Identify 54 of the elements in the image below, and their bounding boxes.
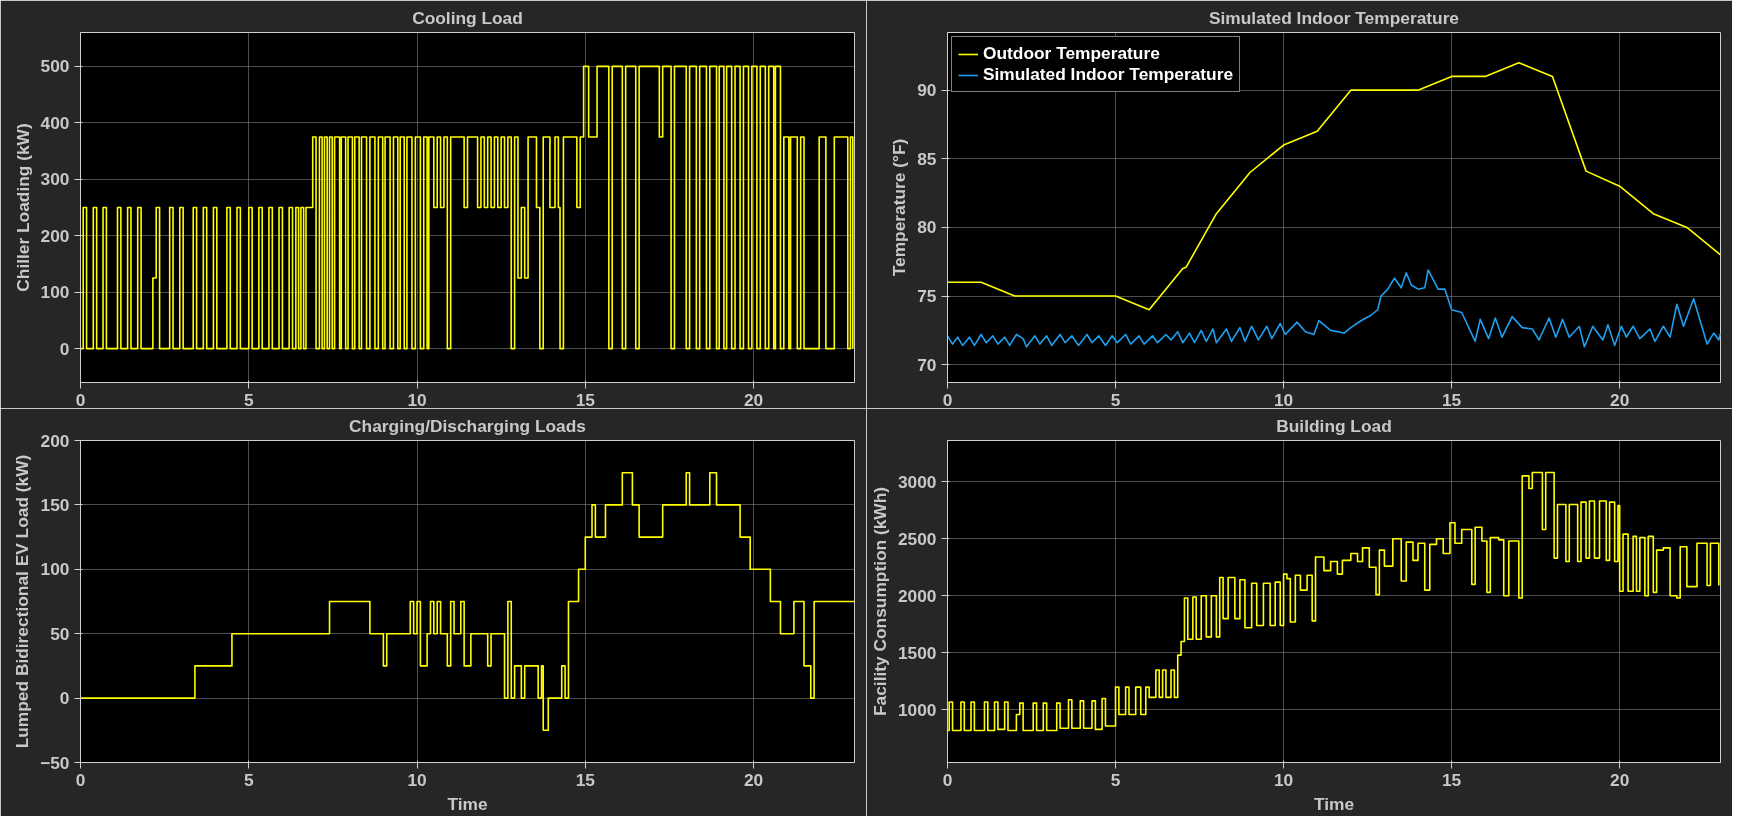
y-tick-label: 90 <box>917 80 937 101</box>
chart-title: Cooling Load <box>412 7 523 28</box>
chart-title: Building Load <box>1276 415 1392 436</box>
y-tick-label: 1000 <box>897 699 937 720</box>
x-tick-label: 5 <box>1110 389 1121 410</box>
y-tick-label: 3000 <box>897 471 937 492</box>
x-tick-label: 20 <box>1610 769 1630 790</box>
x-tick-label: 15 <box>1441 769 1462 790</box>
y-axis-title: Chiller Loading (kW) <box>12 123 33 292</box>
y-tick-label: 200 <box>40 430 70 451</box>
y-tick-label: 100 <box>40 559 70 580</box>
y-tick-label: 1500 <box>897 642 937 663</box>
x-axis-title: Time <box>447 793 488 814</box>
x-tick-label: 10 <box>407 769 427 790</box>
x-tick-label: 15 <box>575 769 596 790</box>
x-tick-label: 20 <box>743 389 764 410</box>
x-tick-label: 0 <box>942 769 953 790</box>
y-tick-label: 70 <box>917 354 937 375</box>
y-tick-label: 2500 <box>897 528 937 549</box>
y-axis-title: Lumped Bidirectional EV Load (kW) <box>12 454 33 749</box>
x-tick-label: 5 <box>1110 769 1121 790</box>
y-tick-label: 400 <box>40 112 70 133</box>
y-tick-label: 200 <box>40 225 70 246</box>
legend-label: Outdoor Temperature <box>983 43 1160 64</box>
x-axis-title: Time <box>1313 793 1355 814</box>
y-tick-label: 85 <box>917 148 937 169</box>
x-tick-label: 15 <box>575 389 596 410</box>
y-tick-label: −50 <box>40 752 70 773</box>
y-tick-label: 80 <box>917 217 937 238</box>
y-tick-label: 0 <box>59 338 70 359</box>
x-tick-label: 20 <box>1610 389 1630 410</box>
y-axis-title: Facility Consumption (kWh) <box>869 486 890 717</box>
x-tick-label: 10 <box>1273 389 1294 410</box>
x-tick-label: 0 <box>75 389 86 410</box>
y-tick-label: 300 <box>40 169 70 190</box>
x-tick-label: 15 <box>1441 389 1462 410</box>
y-tick-label: 500 <box>40 56 70 77</box>
chart-title: Simulated Indoor Temperature <box>1208 7 1460 28</box>
x-tick-label: 20 <box>743 769 764 790</box>
y-tick-label: 2000 <box>897 585 937 606</box>
x-tick-label: 0 <box>942 389 953 410</box>
y-tick-label: 100 <box>40 282 70 303</box>
x-tick-label: 10 <box>407 389 427 410</box>
x-tick-label: 10 <box>1273 769 1294 790</box>
y-tick-label: 150 <box>40 494 70 515</box>
x-tick-label: 0 <box>75 769 86 790</box>
y-axis-title: Temperature (°F) <box>889 138 910 277</box>
chart-title: Charging/Discharging Loads <box>349 415 586 436</box>
y-tick-label: 75 <box>917 286 937 307</box>
legend-label: Simulated Indoor Temperature <box>983 64 1234 85</box>
y-tick-label: 0 <box>59 688 70 709</box>
x-tick-label: 5 <box>243 389 254 410</box>
y-tick-label: 50 <box>50 623 70 644</box>
x-tick-label: 5 <box>243 769 254 790</box>
